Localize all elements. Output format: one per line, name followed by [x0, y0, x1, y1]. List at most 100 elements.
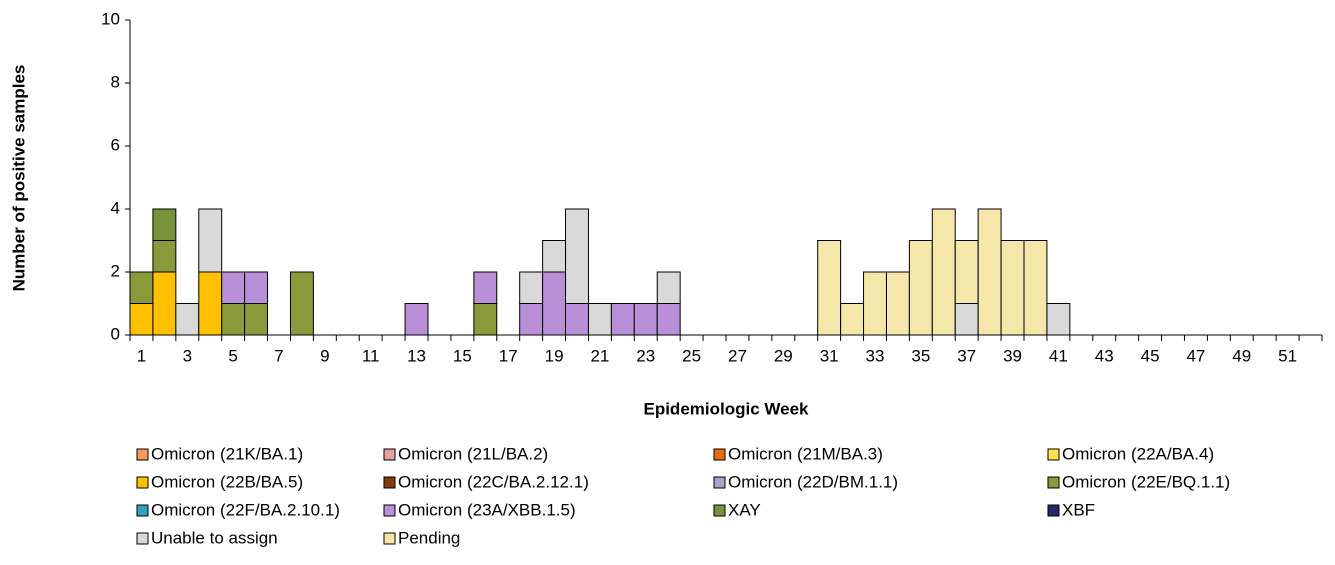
- y-tick-label: 10: [101, 9, 120, 28]
- legend-label: Omicron (22A/BA.4): [1062, 444, 1214, 463]
- y-tick-label: 8: [111, 72, 120, 91]
- bar-segment: [633, 303, 658, 336]
- bar-segment: [1023, 240, 1048, 336]
- x-tick-label: 27: [728, 346, 747, 365]
- y-tick-label: 2: [111, 261, 120, 280]
- x-tick-label: 49: [1232, 346, 1251, 365]
- x-tick-label: 7: [274, 346, 283, 365]
- x-tick-label: 29: [774, 346, 793, 365]
- x-tick-label: 23: [636, 346, 655, 365]
- legend-label: XBF: [1062, 500, 1095, 519]
- x-tick-label: 1: [137, 346, 146, 365]
- legend-swatch: [713, 476, 726, 489]
- x-tick-label: 17: [499, 346, 518, 365]
- bar-segment: [473, 271, 498, 304]
- legend-swatch: [136, 476, 149, 489]
- x-tick-label: 37: [957, 346, 976, 365]
- legend-label: Omicron (22B/BA.5): [151, 472, 303, 491]
- legend-label: Omicron (23A/XBB.1.5): [398, 500, 576, 519]
- x-tick-label: 41: [1049, 346, 1068, 365]
- bar-segment: [863, 271, 887, 336]
- bar-segment: [198, 271, 223, 336]
- legend-swatch: [383, 476, 396, 489]
- legend-label: Omicron (22C/BA.2.12.1): [398, 472, 589, 491]
- x-tick-label: 51: [1278, 346, 1297, 365]
- bar-segment: [587, 303, 612, 336]
- legend-label: Pending: [398, 528, 460, 547]
- x-tick-label: 13: [407, 346, 426, 365]
- legend-swatch: [713, 504, 726, 517]
- bar-segment: [610, 303, 635, 336]
- x-tick-label: 15: [453, 346, 472, 365]
- bar-segment: [129, 303, 154, 336]
- bar-segment: [1000, 240, 1025, 336]
- bar-segment: [244, 303, 269, 336]
- bar-segment: [404, 303, 429, 336]
- x-tick-label: 47: [1186, 346, 1205, 365]
- bar-segment: [656, 271, 681, 304]
- bar-segment: [542, 240, 567, 273]
- bar-segment: [519, 303, 544, 336]
- bar-segment: [175, 303, 200, 336]
- bar-segment: [152, 271, 177, 336]
- legend-label: Unable to assign: [151, 528, 278, 547]
- bar-segment: [289, 271, 314, 336]
- bar-segment: [656, 303, 681, 336]
- bar-segment: [198, 208, 223, 273]
- legend-swatch: [383, 448, 396, 461]
- bar-segment: [519, 271, 544, 304]
- legend-label: Omicron (21K/BA.1): [151, 444, 303, 463]
- bar-segment: [817, 240, 842, 336]
- y-tick-label: 0: [111, 324, 120, 343]
- x-tick-label: 25: [682, 346, 701, 365]
- legend-swatch: [1047, 476, 1060, 489]
- legend-label: XAY: [728, 500, 761, 519]
- legend-swatch: [136, 448, 149, 461]
- legend-swatch: [1047, 504, 1060, 517]
- bar-segment: [221, 303, 246, 336]
- legend-swatch: [136, 504, 149, 517]
- x-tick-label: 21: [590, 346, 609, 365]
- bar-segment: [977, 208, 1002, 336]
- x-tick-label: 35: [911, 346, 930, 365]
- x-tick-label: 33: [866, 346, 885, 365]
- bar-segment: [840, 303, 865, 336]
- legend-swatch: [136, 532, 149, 545]
- legend-label: Omicron (22E/BQ.1.1): [1062, 472, 1230, 491]
- x-tick-label: 3: [183, 346, 192, 365]
- legend-swatch: [713, 448, 726, 461]
- legend-swatch: [383, 532, 396, 545]
- x-tick-label: 43: [1095, 346, 1114, 365]
- x-axis-title: Epidemiologic Week: [643, 399, 809, 418]
- x-tick-label: 5: [228, 346, 237, 365]
- legend-label: Omicron (21L/BA.2): [398, 444, 548, 463]
- bar-segment: [473, 303, 498, 336]
- bar-segment: [129, 271, 154, 304]
- x-tick-label: 31: [820, 346, 839, 365]
- bar-segment: [221, 271, 246, 304]
- bar-segment: [244, 271, 269, 304]
- bar-segment: [565, 208, 589, 304]
- x-tick-label: 39: [1003, 346, 1022, 365]
- bar-segment: [954, 303, 979, 336]
- legend-label: Omicron (22F/BA.2.10.1): [151, 500, 340, 519]
- bar-segment: [542, 271, 567, 336]
- x-tick-label: 11: [362, 346, 380, 365]
- bar-segment: [152, 240, 177, 273]
- bar-segment: [152, 208, 177, 241]
- bar-segment: [931, 208, 956, 336]
- x-tick-label: 9: [320, 346, 329, 365]
- y-axis-title: Number of positive samples: [9, 65, 28, 292]
- bar-segment: [885, 271, 910, 336]
- legend-swatch: [1047, 448, 1060, 461]
- legend-label: Omicron (22D/BM.1.1): [728, 472, 898, 491]
- y-tick-label: 6: [111, 135, 120, 154]
- legend-label: Omicron (21M/BA.3): [728, 444, 883, 463]
- bar-segment: [954, 240, 979, 304]
- bar-segment: [908, 240, 933, 336]
- legend-swatch: [383, 504, 396, 517]
- bar-segment: [565, 303, 589, 336]
- bar-segment: [1046, 303, 1071, 336]
- y-tick-label: 4: [111, 198, 120, 217]
